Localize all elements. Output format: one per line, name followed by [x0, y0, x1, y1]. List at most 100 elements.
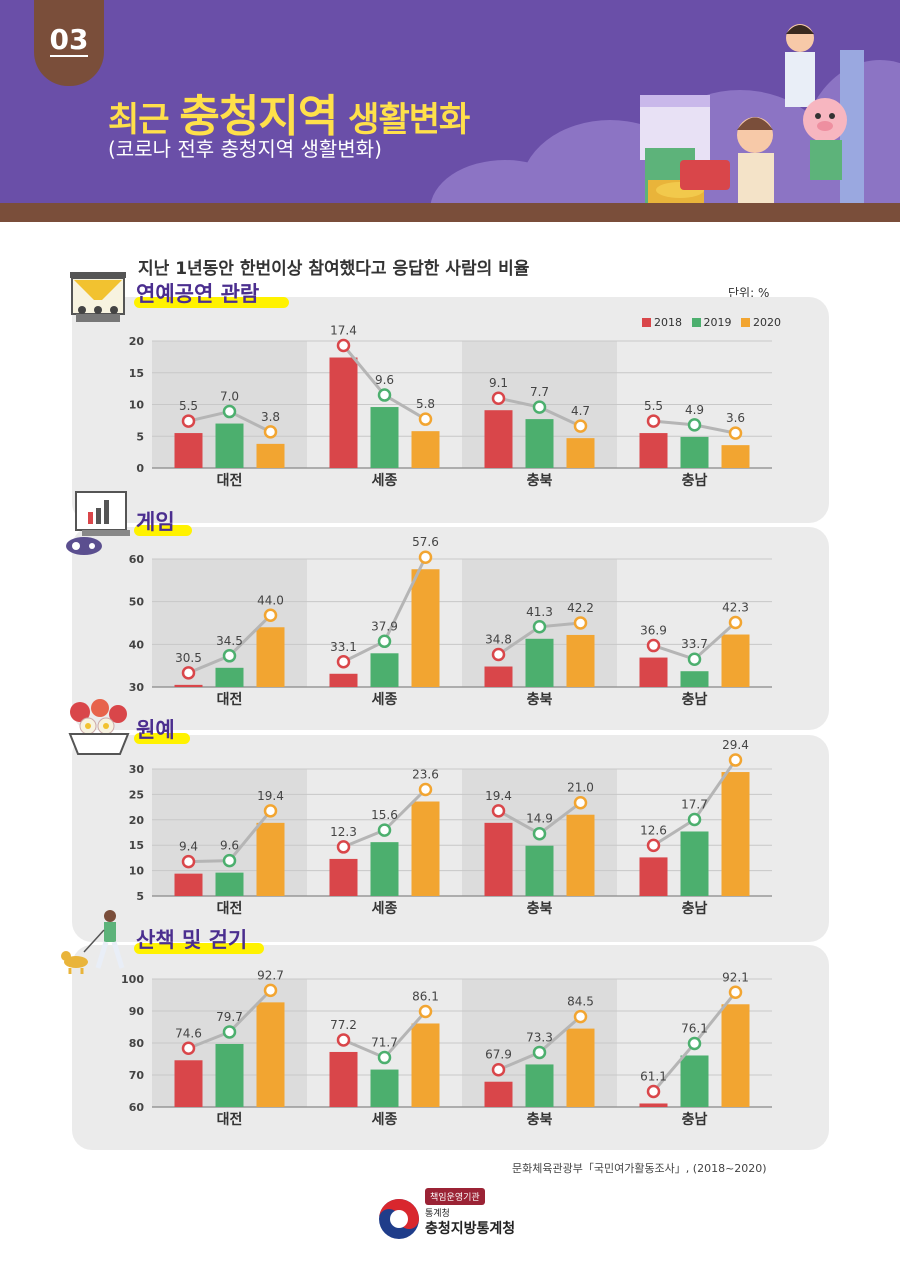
data-label: 33.1	[330, 640, 357, 654]
title-highlight	[134, 525, 192, 536]
data-label: 4.7	[571, 404, 590, 418]
data-point	[181, 854, 196, 869]
legend-swatch-2019	[691, 318, 701, 327]
y-tick-label: 80	[129, 1037, 145, 1050]
data-label: 3.6	[726, 411, 745, 425]
y-tick-label: 15	[129, 367, 144, 380]
y-tick-label: 70	[129, 1069, 145, 1082]
category-label: 세종	[372, 1112, 398, 1128]
bar-2020	[721, 634, 750, 687]
bar-2020	[256, 627, 285, 687]
y-tick-label: 5	[136, 430, 144, 443]
legend-label-2019: 2019	[703, 316, 732, 329]
government-logo-icon	[379, 1199, 419, 1239]
data-point	[532, 826, 547, 841]
data-label: 30.5	[175, 651, 202, 665]
data-point	[336, 840, 351, 854]
data-point	[573, 616, 588, 630]
bar-2018	[639, 1103, 668, 1107]
section-title-performance: 연예공연 관람	[136, 282, 260, 306]
bar-2018	[484, 1081, 513, 1107]
section-title-walking: 산책 및 걷기	[136, 928, 248, 952]
bar-2020	[411, 431, 440, 468]
bar-2020	[721, 772, 750, 896]
data-point	[222, 649, 237, 663]
bar-2019	[370, 842, 399, 896]
bar-2019	[680, 831, 709, 896]
data-label: 33.7	[681, 637, 708, 651]
legend-swatch-2020	[741, 318, 750, 327]
data-label: 77.2	[330, 1018, 357, 1032]
agency-logo: 책임운영기관 통계청 충청지방통계청	[378, 1188, 528, 1248]
title-highlight	[134, 733, 190, 744]
data-label: 7.0	[220, 390, 239, 404]
data-point	[181, 414, 196, 428]
category-label: 충남	[682, 1111, 708, 1128]
data-point	[418, 1004, 433, 1019]
bar-2019	[370, 1069, 399, 1107]
chart-legend: 2018 2019 2020	[636, 316, 781, 329]
data-point	[377, 634, 392, 649]
bar-2020	[256, 443, 285, 468]
data-label: 9.6	[375, 373, 394, 387]
game-monitor-icon	[66, 491, 130, 555]
data-label: 19.4	[257, 789, 284, 803]
theater-stage-icon	[70, 272, 126, 322]
data-label: 71.7	[371, 1036, 398, 1050]
dog-walking-icon	[61, 910, 125, 974]
data-label: 34.5	[216, 634, 243, 648]
data-label: 37.9	[371, 619, 398, 633]
people-illustration-icon	[640, 24, 864, 205]
title-highlight	[134, 297, 289, 308]
data-point	[491, 804, 506, 818]
flower-basket-icon	[68, 699, 130, 755]
data-point	[687, 652, 702, 666]
y-tick-label: 15	[129, 839, 144, 852]
data-label: 73.3	[526, 1030, 553, 1044]
bar-2019	[525, 1064, 554, 1107]
data-point	[491, 391, 506, 405]
y-tick-label: 0	[136, 462, 144, 475]
survey-question: 지난 1년동안 한번이상 참여했다고 응답한 사람의 비율	[138, 259, 530, 279]
data-point	[573, 1009, 588, 1024]
bar-2019	[215, 1043, 244, 1107]
bar-2020	[721, 445, 750, 468]
y-tick-label: 60	[129, 553, 145, 566]
data-label: 5.8	[416, 397, 435, 411]
source-note: 문화체육관광부「국민여가활동조사」, (2018~2020)	[512, 1162, 767, 1175]
data-point	[646, 838, 661, 853]
data-label: 12.6	[640, 823, 667, 837]
data-point	[181, 1041, 196, 1056]
bar-2020	[411, 801, 440, 896]
data-point	[418, 782, 433, 797]
data-label: 14.9	[526, 812, 553, 826]
unit-label: 단위: %	[728, 286, 770, 300]
data-label: 17.7	[681, 797, 708, 811]
y-tick-label: 20	[129, 335, 145, 348]
data-point	[377, 823, 392, 837]
bar-2020	[411, 569, 440, 687]
bar-2018	[639, 657, 668, 687]
category-label: 대전	[217, 900, 243, 917]
data-point	[573, 419, 588, 433]
bar-2018	[484, 666, 513, 687]
data-label: 7.7	[530, 385, 549, 399]
category-label: 충남	[682, 900, 708, 917]
data-point	[181, 666, 196, 680]
data-point	[222, 404, 237, 419]
bar-2018	[174, 1060, 203, 1107]
bar-2019	[525, 845, 554, 896]
y-tick-label: 30	[129, 681, 145, 694]
bar-2020	[566, 438, 595, 468]
y-tick-label: 40	[129, 638, 145, 651]
data-point	[377, 388, 392, 402]
data-point	[728, 985, 743, 1000]
data-label: 19.4	[485, 789, 512, 803]
bar-2020	[721, 1004, 750, 1107]
data-label: 76.1	[681, 1021, 708, 1035]
data-point	[532, 1045, 547, 1060]
data-point	[646, 638, 661, 653]
bar-2018	[329, 673, 358, 687]
bar-2018	[174, 684, 203, 687]
